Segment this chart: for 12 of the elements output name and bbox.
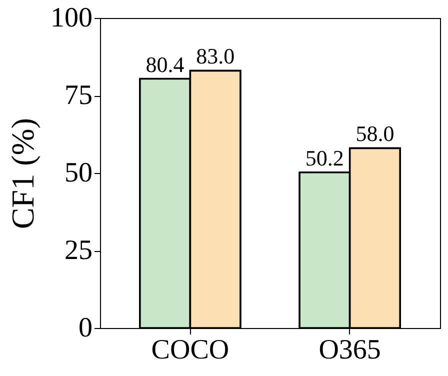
x-tick-label: O365 (318, 334, 381, 366)
y-tick-label: 25 (64, 235, 92, 266)
x-tick-label: COCO (151, 334, 230, 366)
data-label: 58.0 (356, 121, 394, 146)
data-label: 83.0 (196, 44, 235, 69)
y-tick-label: 0 (78, 312, 92, 344)
data-label: 50.2 (305, 145, 344, 170)
data-label: 80.4 (146, 52, 184, 77)
y-tick-label: 100 (50, 2, 92, 34)
y-axis-title: CF1 (%) (4, 118, 40, 230)
y-tick-label: 75 (64, 80, 92, 111)
y-tick-label: 50 (64, 158, 92, 188)
